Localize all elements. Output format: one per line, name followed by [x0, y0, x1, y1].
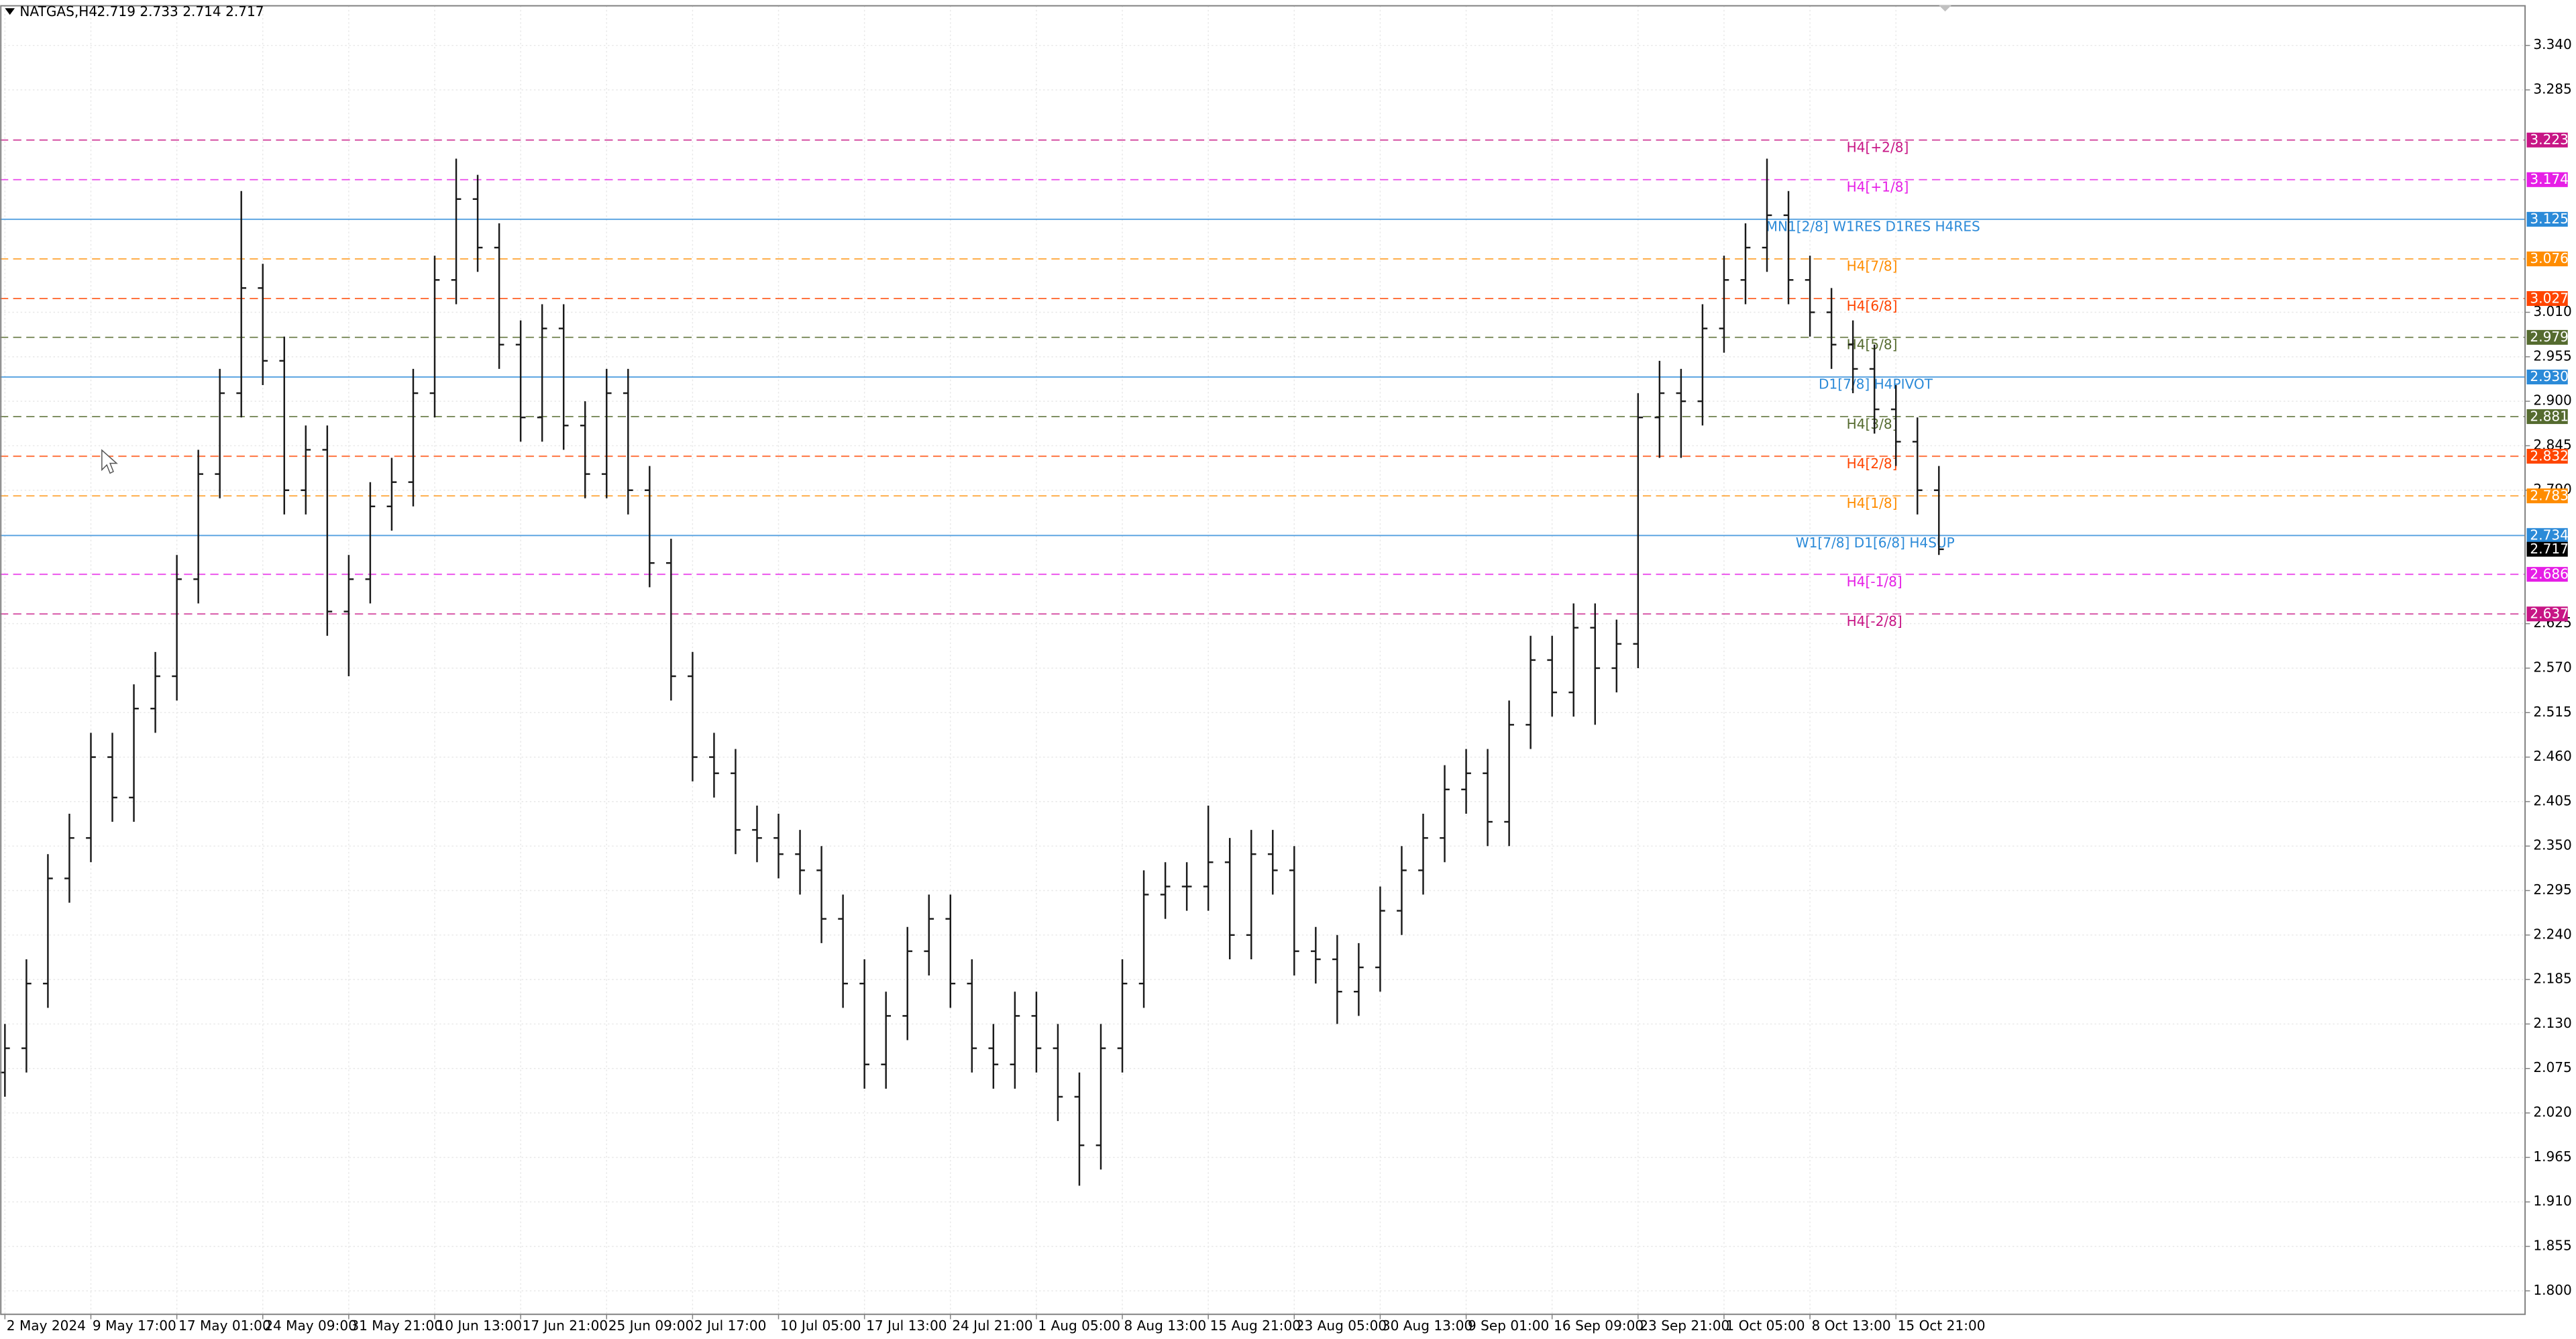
x-tick-label: 2 Jul 17:00	[694, 1318, 767, 1334]
x-tick-label: 24 Jul 21:00	[952, 1318, 1032, 1334]
level-price-box	[2526, 291, 2568, 307]
level-price-label: 2.637	[2530, 605, 2568, 621]
y-tick-label: 2.955	[2533, 347, 2571, 364]
y-tick-label: 2.900	[2533, 392, 2571, 409]
y-tick-label: 1.855	[2533, 1237, 2571, 1253]
plot-frame	[0, 5, 2526, 1316]
level-price-label: 3.223	[2530, 131, 2568, 148]
y-tick-label: 2.075	[2533, 1059, 2571, 1075]
level-price-label: 3.125	[2530, 211, 2568, 227]
y-tick-label: 2.295	[2533, 881, 2571, 898]
level-price-box	[2526, 211, 2568, 227]
level-price-box	[2526, 528, 2568, 543]
x-tick-label: 17 May 01:00	[178, 1318, 271, 1334]
level-price-label: 2.783	[2530, 487, 2568, 503]
y-tick-label: 2.515	[2533, 704, 2571, 720]
level-label: H4[+2/8]	[1847, 139, 1909, 155]
level-price-label: 2.979	[2530, 329, 2568, 345]
level-price-box	[2526, 329, 2568, 345]
last-price-label: 2.717	[2530, 541, 2568, 557]
level-price-box	[2526, 488, 2568, 504]
level-label: H4[2/8]	[1847, 456, 1898, 472]
level-label: H4[7/8]	[1847, 258, 1898, 274]
quote: 2.719 2.733 2.714 2.717	[97, 3, 264, 19]
level-price-label: 2.734	[2530, 527, 2568, 543]
level-label: H4[+1/8]	[1847, 179, 1909, 195]
level-price-box	[2526, 369, 2568, 384]
x-tick-label: 31 May 21:00	[350, 1318, 443, 1334]
level-price-box	[2526, 172, 2568, 187]
x-tick-label: 2 May 2024	[7, 1318, 86, 1334]
y-tick-label: 2.570	[2533, 659, 2571, 675]
y-tick-label: 2.020	[2533, 1104, 2571, 1120]
symbol-title: NATGAS,H4	[19, 3, 97, 19]
levels: H4[+2/8] H4[+1/8] MN1[2/8] W1RES D1RES H4R…	[0, 139, 2526, 629]
y-tick-label: 2.350	[2533, 837, 2571, 853]
price-boxes: 3.223 3.174 3.125 3.076 3.027 2.979 2.930 2.881…	[2526, 131, 2569, 622]
y-tick-label: 2.240	[2533, 926, 2571, 942]
y-tick-label: 2.185	[2533, 971, 2571, 987]
menu-triangle[interactable]	[5, 8, 15, 15]
y-tick-label: 3.285	[2533, 81, 2571, 97]
x-tick-label: 10 Jul 05:00	[780, 1318, 861, 1334]
x-tick-label: 16 Sep 09:00	[1554, 1318, 1644, 1334]
x-tick-label: 17 Jun 21:00	[523, 1318, 608, 1334]
x-tick-label: 15 Oct 21:00	[1898, 1318, 1986, 1334]
y-tick-label: 1.965	[2533, 1148, 2571, 1165]
y-tick-label: 3.340	[2533, 36, 2571, 52]
mouse-cursor	[101, 449, 118, 474]
level-price-label: 2.686	[2530, 566, 2568, 582]
level-label: MN1[2/8] W1RES D1RES H4RES	[1766, 219, 1980, 235]
level-price-label: 3.027	[2530, 290, 2568, 306]
level-label: D1[7/8] H4PIVOT	[1819, 376, 1933, 392]
grid	[0, 5, 2526, 1315]
axes: 3.3403.2853.0102.9552.9002.8452.7902.625…	[0, 5, 2572, 1334]
last-price-box	[2526, 541, 2568, 557]
level-label: H4[-2/8]	[1847, 613, 1902, 629]
level-price-box	[2526, 606, 2568, 622]
price-bars	[0, 158, 1944, 1186]
y-tick-label: 1.910	[2533, 1193, 2571, 1209]
level-price-label: 2.930	[2530, 368, 2568, 384]
level-price-box	[2526, 449, 2568, 464]
level-label: H4[-1/8]	[1847, 574, 1902, 590]
x-tick-label: 1 Aug 05:00	[1038, 1318, 1120, 1334]
x-tick-label: 17 Jul 13:00	[866, 1318, 947, 1334]
level-label: H4[1/8]	[1847, 495, 1898, 511]
x-tick-label: 30 Aug 13:00	[1382, 1318, 1472, 1334]
shift-marker[interactable]	[1938, 5, 1952, 12]
y-tick-label: 2.405	[2533, 792, 2571, 808]
level-label: H4[5/8]	[1847, 337, 1898, 353]
level-price-label: 2.832	[2530, 447, 2568, 464]
level-price-label: 3.174	[2530, 171, 2568, 187]
x-tick-label: 8 Aug 13:00	[1124, 1318, 1206, 1334]
level-price-label: 3.076	[2530, 250, 2568, 266]
x-tick-label: 9 Sep 01:00	[1468, 1318, 1549, 1334]
level-price-box	[2526, 132, 2568, 148]
level-price-box	[2526, 567, 2568, 582]
level-label: H4[3/8]	[1847, 416, 1898, 432]
x-tick-label: 15 Aug 21:00	[1210, 1318, 1301, 1334]
level-price-box	[2526, 251, 2568, 266]
x-tick-label: 10 Jun 13:00	[436, 1318, 522, 1334]
x-tick-label: 8 Oct 13:00	[1812, 1318, 1891, 1334]
level-price-box	[2526, 409, 2568, 425]
y-tick-label: 1.800	[2533, 1282, 2571, 1298]
x-tick-label: 23 Sep 21:00	[1640, 1318, 1729, 1334]
x-tick-label: 9 May 17:00	[93, 1318, 176, 1334]
x-tick-label: 24 May 09:00	[264, 1318, 357, 1334]
y-tick-label: 2.460	[2533, 748, 2571, 764]
x-tick-label: 25 Jun 09:00	[608, 1318, 694, 1334]
level-price-label: 2.881	[2530, 408, 2568, 424]
y-tick-label: 2.130	[2533, 1015, 2571, 1031]
level-label: H4[6/8]	[1847, 298, 1898, 314]
x-tick-label: 1 Oct 05:00	[1725, 1318, 1805, 1334]
level-label: W1[7/8] D1[6/8] H4SUP	[1796, 535, 1955, 551]
x-tick-label: 23 Aug 05:00	[1296, 1318, 1387, 1334]
